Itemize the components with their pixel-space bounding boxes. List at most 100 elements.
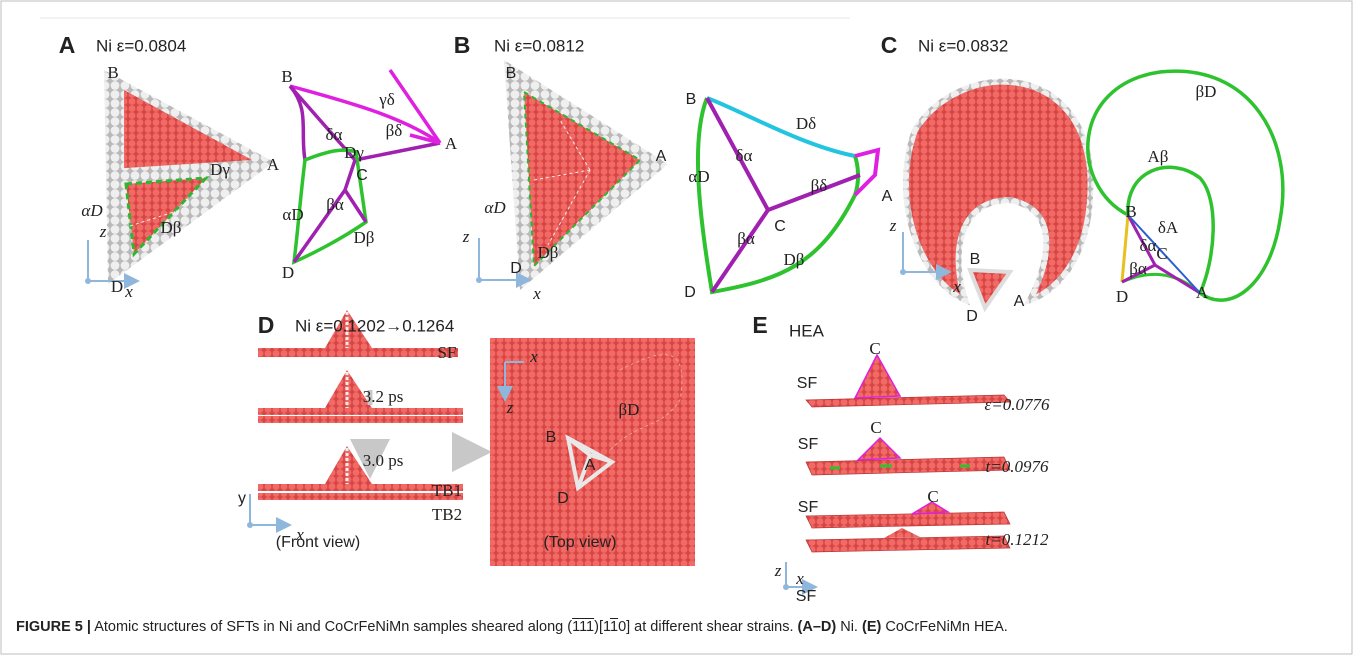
caption-text: Atomic structures of SFTs in Ni and CoCr…	[91, 619, 572, 635]
structure-label: x	[795, 569, 804, 588]
structure-label: C	[356, 167, 368, 184]
caption-text: Ni.	[836, 619, 862, 635]
illustration-path	[290, 86, 440, 143]
structure-label: z	[506, 398, 514, 417]
caption-text: CoCrFeNiMn HEA.	[881, 619, 1008, 635]
illustration-path	[707, 98, 855, 156]
illustration-polygon	[970, 270, 1010, 308]
structure-label: βD	[1196, 82, 1217, 101]
structure-label: Dδ	[796, 114, 816, 133]
illustration-circle	[783, 584, 789, 590]
structure-label: δα	[1140, 236, 1157, 255]
panel-title: Ni ε=0.0832	[918, 36, 1008, 55]
illustration-path	[906, 82, 1091, 300]
structure-label: Dβ	[538, 243, 559, 262]
structure-label: C	[1156, 244, 1167, 263]
structure-label: A	[445, 134, 458, 153]
structure-label: z	[99, 222, 107, 241]
structure-label: αD	[688, 167, 709, 186]
structure-label: βα	[1129, 259, 1147, 278]
structure-label: (Front view)	[276, 534, 360, 551]
structure-label: δα	[736, 146, 753, 165]
structure-label: Aβ	[1148, 147, 1169, 166]
panel-letter: C	[881, 32, 898, 58]
structure-label: A	[1014, 293, 1025, 310]
caption-direction: 1	[610, 619, 618, 635]
structure-label: 3.2 ps	[363, 387, 404, 406]
structure-label: αD	[484, 198, 506, 217]
caption-label: FIGURE 5 |	[16, 619, 91, 635]
structure-label: Dγ	[344, 143, 364, 162]
structure-label: TB2	[432, 505, 462, 524]
structure-label: D	[966, 308, 978, 325]
structure-label: A	[267, 155, 280, 174]
figure: ANi ε=0.0804BAαDDγDβDzxBγδδαDγβδAαDβαCDD…	[0, 0, 1354, 656]
panel-letter: B	[454, 32, 471, 58]
structure-label: B	[686, 91, 697, 108]
structure-label: z	[889, 216, 897, 235]
illustration-circle	[247, 522, 253, 528]
panel-letter: A	[59, 32, 76, 58]
structure-label: ε=0.0776	[985, 395, 1050, 414]
illustration-rect	[258, 348, 458, 357]
structure-label: SF	[438, 343, 457, 362]
structure-label: βδ	[386, 121, 403, 140]
structure-label: αD	[81, 201, 103, 220]
structure-label: x	[124, 282, 133, 301]
structure-label: βα	[326, 195, 344, 214]
caption-text: 0] at different shear strains.	[618, 619, 797, 635]
structure-label: A	[656, 148, 667, 165]
illustration-path	[1122, 215, 1128, 282]
illustration-circle	[476, 277, 482, 283]
structure-label: D	[282, 263, 294, 282]
illustration-polygon	[858, 438, 900, 460]
structure-label: A	[585, 457, 596, 474]
structure-label: Dβ	[784, 250, 805, 269]
structure-label: B	[107, 63, 118, 82]
structure-label: δα	[326, 125, 343, 144]
structure-label: x	[952, 277, 961, 296]
structure-label: 3.0 ps	[363, 451, 404, 470]
structure-label: SF	[796, 588, 817, 605]
illustration-rect	[258, 416, 463, 423]
panel-title: Ni ε=0.0812	[494, 36, 584, 55]
illustration-circle	[85, 278, 91, 284]
structure-label: y	[238, 490, 246, 507]
structure-label: D	[111, 277, 123, 296]
illustration-polygon	[855, 355, 900, 398]
structure-label: αD	[282, 205, 303, 224]
caption-ref: (E)	[862, 619, 881, 635]
structure-label: Dβ	[354, 228, 375, 247]
structure-label: z	[462, 227, 470, 246]
illustration-polygon	[806, 395, 1010, 407]
structure-label: SF	[797, 375, 818, 392]
illustration-polygon	[884, 528, 920, 538]
structure-label: D	[1116, 287, 1128, 306]
structure-label: D	[557, 490, 569, 507]
structure-label: βα	[737, 229, 755, 248]
structure-label: t=0.0976	[986, 457, 1049, 476]
structure-label: B	[546, 429, 557, 446]
structure-label: t=0.1212	[986, 530, 1049, 549]
structure-label: C	[774, 218, 786, 235]
panel-title: HEA	[789, 321, 825, 340]
structure-label: x	[529, 347, 538, 366]
structure-label: C	[870, 418, 881, 437]
caption-ref: (A–D)	[798, 619, 837, 635]
structure-label: δA	[1158, 218, 1179, 237]
caption-text: )[1	[594, 619, 610, 635]
panel-letter: D	[258, 312, 275, 338]
panel-title: Ni ε=0.1202→0.1264	[295, 316, 454, 335]
illustration-polygon	[806, 457, 1010, 475]
structure-label: B	[281, 67, 292, 86]
figure-page: ANi ε=0.0804BAαDDγDβDzxBγδδαDγβδAαDβαCDD…	[0, 0, 1354, 656]
structure-label: SF	[798, 436, 819, 453]
structure-label: C	[927, 487, 938, 506]
illustration-g	[806, 395, 1010, 552]
structure-label: βδ	[811, 176, 828, 195]
illustration-path	[290, 86, 440, 160]
illustration-polygon	[124, 90, 252, 168]
illustration-path	[1088, 71, 1283, 300]
structure-label: D	[510, 260, 522, 277]
structure-label: x	[532, 284, 541, 303]
